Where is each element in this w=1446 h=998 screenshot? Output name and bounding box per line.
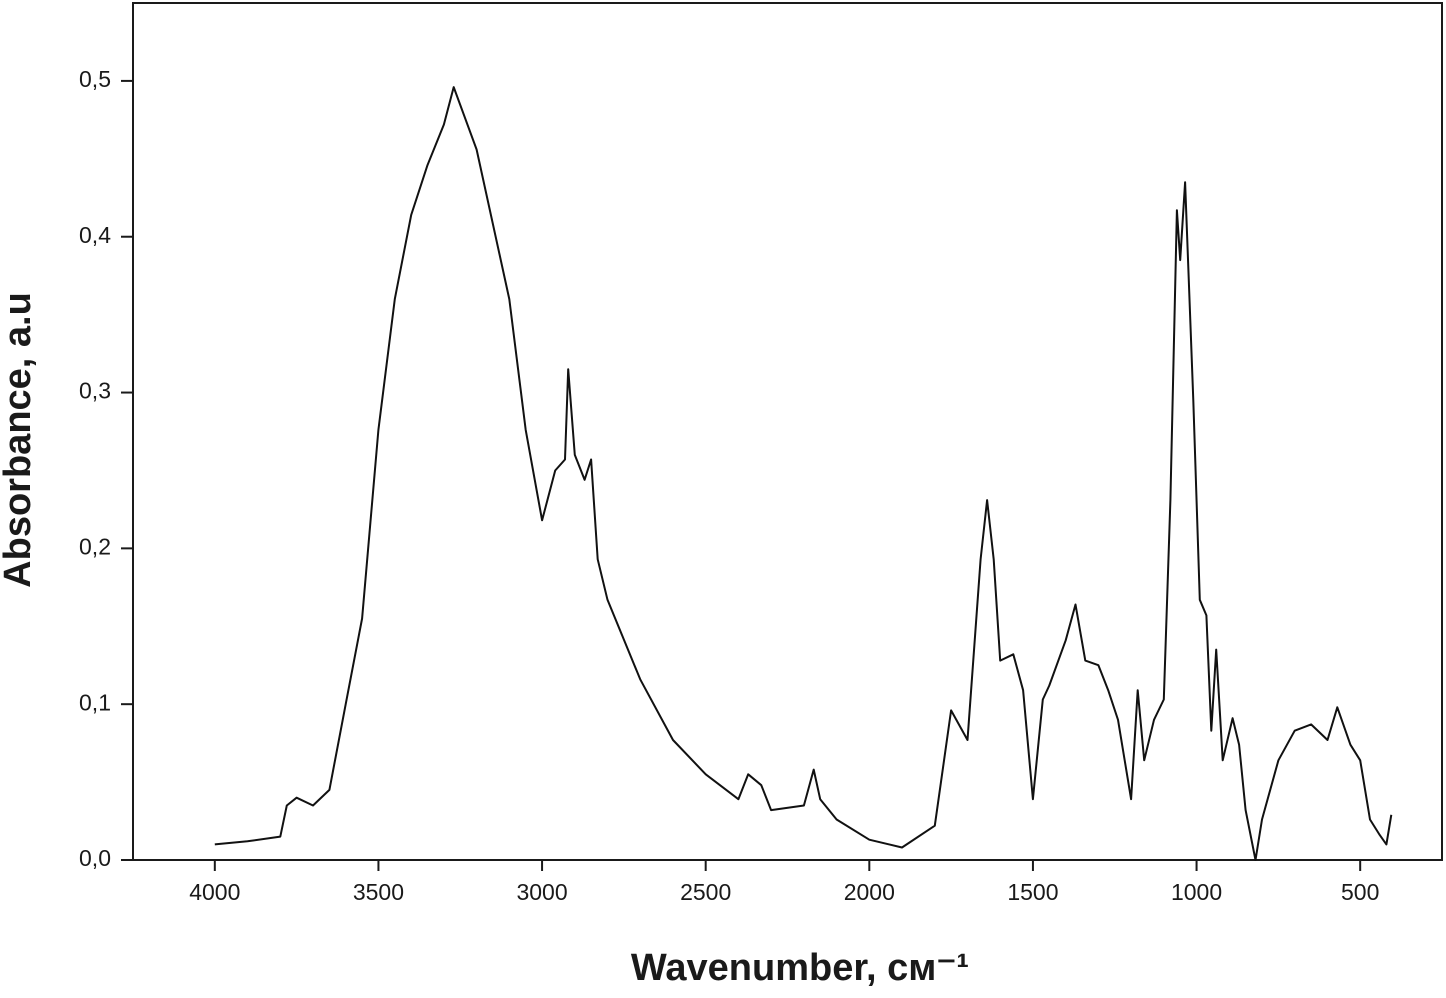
y-axis-label: Absorbance, a.u bbox=[0, 292, 39, 588]
x-tick-label: 2500 bbox=[680, 879, 731, 905]
y-tick-label: 0,4 bbox=[79, 222, 111, 248]
y-tick-label: 0,0 bbox=[79, 845, 111, 871]
x-tick-label: 2000 bbox=[844, 879, 895, 905]
plot-frame bbox=[132, 2, 1443, 861]
x-tick-label: 1500 bbox=[1007, 879, 1058, 905]
y-tick-label: 0,5 bbox=[79, 66, 111, 92]
y-tick-label: 0,3 bbox=[79, 378, 111, 404]
spectrum-line bbox=[214, 86, 1393, 861]
x-tick-label: 1000 bbox=[1171, 879, 1222, 905]
x-tick-label: 4000 bbox=[189, 879, 240, 905]
x-tick-label: 3000 bbox=[516, 879, 567, 905]
x-tick-label: 500 bbox=[1341, 879, 1379, 905]
y-tick-label: 0,1 bbox=[79, 689, 111, 715]
x-tick-label: 3500 bbox=[353, 879, 404, 905]
x-axis-label: Wavenumber, см⁻¹ bbox=[631, 947, 969, 989]
y-tick-label: 0,2 bbox=[79, 533, 111, 559]
